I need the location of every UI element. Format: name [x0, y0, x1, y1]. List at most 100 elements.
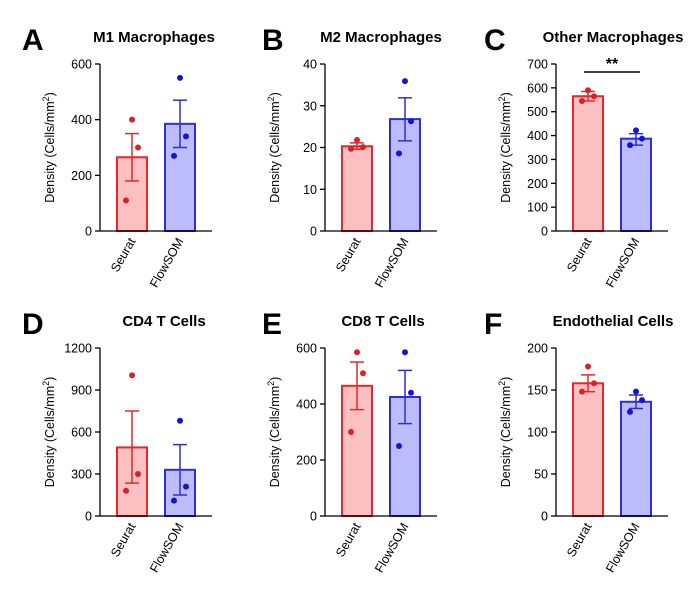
data-point-seurat	[591, 380, 597, 387]
data-point-flowsom	[639, 397, 645, 404]
y-axis-label-close: )	[268, 92, 282, 96]
x-tick-label: Seurat	[564, 520, 595, 559]
y-tick-label: 400	[296, 398, 317, 412]
y-tick-label: 0	[541, 225, 548, 239]
y-axis-label-close: )	[499, 377, 513, 381]
y-tick-label: 50	[534, 468, 548, 482]
y-axis-label-text: Density (Cells/mm	[43, 386, 57, 487]
panel-a: A M1 Macrophages Density (Cells/mm2) Seurat…	[22, 24, 215, 290]
y-tick-label: 20	[303, 141, 317, 155]
y-tick-label: 200	[296, 454, 317, 468]
y-axis-label-text: Density (Cells/mm	[499, 101, 513, 202]
data-point-seurat	[354, 349, 360, 356]
y-axis-label-text: Density (Cells/mm	[268, 386, 282, 487]
data-point-seurat	[348, 429, 354, 435]
data-point-flowsom	[402, 78, 408, 85]
data-point-flowsom	[177, 417, 183, 424]
panel-f: F Endothelial Cells Density (Cells/mm2) Seu…	[484, 308, 673, 575]
y-axis-label-text: Density (Cells/mm	[499, 386, 513, 487]
panel-title: M2 Macrophages	[320, 29, 442, 46]
data-point-flowsom	[408, 389, 414, 396]
data-point-seurat	[585, 87, 591, 94]
y-tick-label: 400	[71, 113, 92, 127]
data-point-flowsom	[177, 74, 183, 81]
panel-letter: F	[484, 308, 502, 341]
bar-seurat	[572, 95, 604, 233]
y-tick-label: 600	[527, 81, 548, 95]
bar-seurat	[341, 145, 373, 232]
data-point-seurat	[135, 144, 141, 151]
x-tick-label: Seurat	[108, 520, 139, 559]
data-point-flowsom	[402, 349, 408, 356]
x-tick-label: Seurat	[564, 235, 595, 274]
y-tick-label: 300	[527, 153, 548, 167]
y-tick-label: 600	[71, 426, 92, 440]
data-point-seurat	[348, 145, 354, 152]
panel-title: M1 Macrophages	[93, 29, 215, 46]
y-tick-label: 0	[310, 510, 317, 524]
x-tick-label: Seurat	[333, 235, 364, 274]
y-axis-label-superscript: 2	[41, 381, 51, 386]
data-point-flowsom	[627, 408, 633, 415]
data-point-flowsom	[396, 150, 402, 157]
x-tick-label: FlowSOM	[603, 236, 643, 291]
y-tick-label: 100	[527, 426, 548, 440]
y-tick-label: 100	[527, 201, 548, 215]
panel-title: CD8 T Cells	[341, 313, 424, 330]
y-tick-label: 600	[296, 342, 317, 356]
panel-letter: C	[484, 24, 506, 57]
data-point-seurat	[579, 388, 585, 395]
y-axis-label-close: )	[499, 92, 513, 96]
y-tick-label: 1200	[64, 342, 92, 356]
y-tick-label: 200	[71, 169, 92, 183]
y-axis-label-superscript: 2	[497, 96, 507, 101]
y-tick-label: 30	[303, 99, 317, 113]
data-point-flowsom	[408, 118, 414, 125]
data-point-seurat	[585, 363, 591, 370]
data-point-seurat	[591, 93, 597, 100]
data-point-seurat	[354, 136, 360, 143]
y-tick-label: 0	[85, 225, 92, 239]
y-axis-label: Density (Cells/mm2)	[41, 92, 57, 203]
y-tick-label: 0	[85, 510, 92, 524]
data-point-flowsom	[396, 443, 402, 449]
y-tick-label: 10	[303, 183, 317, 197]
y-axis-label-close: )	[43, 92, 57, 96]
data-point-seurat	[123, 197, 129, 204]
y-axis-label: Density (Cells/mm2)	[41, 377, 57, 488]
panel-letter: D	[22, 308, 44, 341]
panel-d: D CD4 T Cells Density (Cells/mm2) Seurat Flo…	[22, 308, 212, 575]
y-tick-label: 300	[71, 468, 92, 482]
bar-flowsom	[620, 400, 652, 518]
y-axis-label: Density (Cells/mm2)	[497, 92, 513, 203]
data-point-flowsom	[633, 388, 639, 395]
y-axis-label-close: )	[268, 377, 282, 381]
bar-flowsom	[620, 137, 652, 232]
data-point-flowsom	[183, 133, 189, 140]
significance-label: **	[606, 56, 619, 73]
data-point-seurat	[135, 471, 141, 477]
y-tick-label: 400	[527, 129, 548, 143]
y-axis-label-superscript: 2	[266, 96, 276, 101]
y-tick-label: 500	[527, 105, 548, 119]
data-point-flowsom	[183, 483, 189, 490]
panel-letter: B	[262, 24, 284, 57]
x-tick-label: FlowSOM	[147, 236, 187, 291]
x-tick-label: Seurat	[108, 235, 139, 274]
y-tick-label: 200	[527, 342, 548, 356]
panel-title: Other Macrophages	[543, 29, 684, 46]
data-point-flowsom	[171, 497, 177, 504]
x-tick-label: FlowSOM	[147, 521, 187, 576]
y-axis-label-superscript: 2	[266, 381, 276, 386]
data-point-seurat	[129, 116, 135, 123]
panel-title: CD4 T Cells	[122, 313, 205, 330]
y-tick-label: 0	[541, 510, 548, 524]
panel-letter: E	[262, 308, 282, 341]
x-tick-label: FlowSOM	[372, 236, 412, 291]
x-tick-label: FlowSOM	[372, 521, 412, 576]
y-tick-label: 150	[527, 384, 548, 398]
y-tick-label: 900	[71, 384, 92, 398]
y-axis-label-text: Density (Cells/mm	[268, 101, 282, 202]
x-tick-label: FlowSOM	[603, 521, 643, 576]
